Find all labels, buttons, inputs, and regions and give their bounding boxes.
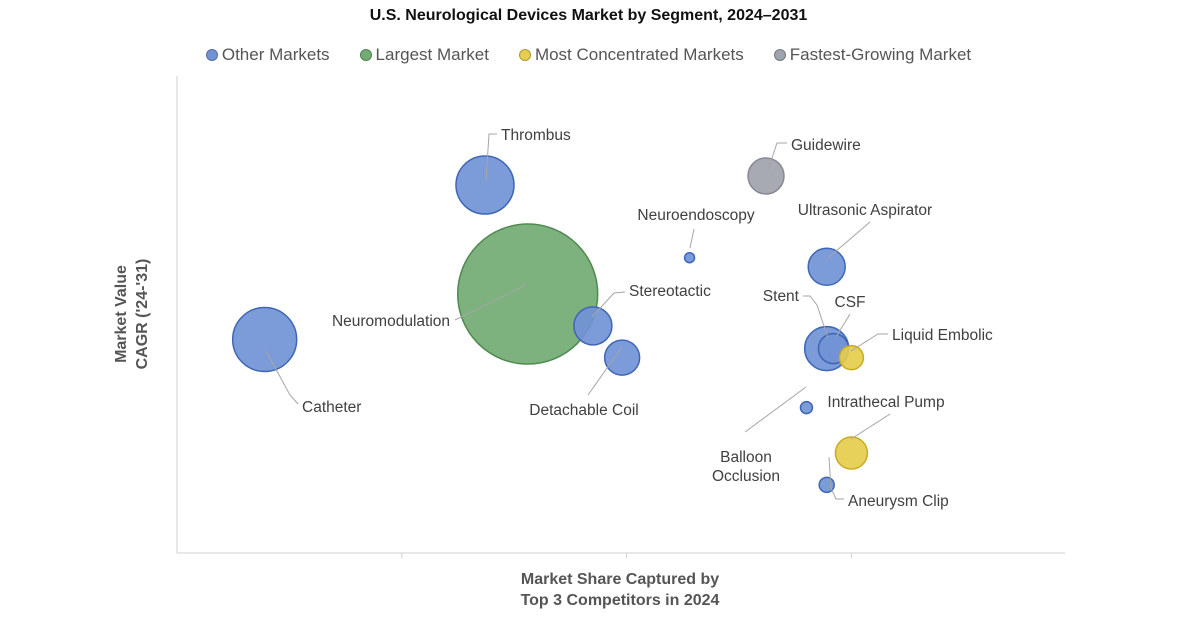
- data-label-neuromodulation: Neuromodulation: [332, 313, 450, 330]
- legend-item-most-concentrated-markets[interactable]: Most Concentrated Markets: [518, 45, 744, 65]
- data-label-catheter: Catheter: [302, 399, 361, 416]
- callout-line-thrombus: [485, 133, 497, 182]
- y-axis-label-line-1: Market Value: [113, 265, 130, 363]
- legend-item-fastest-growing-market[interactable]: Fastest-Growing Market: [773, 45, 972, 65]
- bubble-neuroendoscopy[interactable]: [683, 251, 696, 264]
- bubble-thrombus[interactable]: [455, 155, 515, 215]
- legend-item-other-markets[interactable]: Other Markets: [205, 45, 330, 65]
- chart-axes: [176, 76, 1065, 558]
- data-label-stent: Stent: [763, 288, 800, 305]
- legend-label-fastest-growing-market: Fastest-Growing Market: [789, 45, 972, 64]
- legend: Other Markets Largest Market Most Concen…: [0, 45, 1177, 65]
- callout-line-intrathecal-pump: [850, 413, 891, 440]
- bubble-ultrasonic-aspirator[interactable]: [807, 247, 846, 287]
- callout-line-catheter: [265, 350, 299, 405]
- data-label-csf: CSF: [835, 294, 866, 311]
- callout-line-neuroendoscopy: [689, 228, 695, 249]
- y-axis-label: Market Value CAGR ('24-'31): [111, 259, 153, 370]
- legend-swatch-most-concentrated-markets: [518, 49, 531, 61]
- bubble-balloon-occlusion[interactable]: [799, 400, 814, 415]
- bubble-layer: [231, 155, 869, 494]
- callout-line-guidewire: [767, 142, 787, 171]
- callout-layer: Catheter Neuromodulation Thrombus Stereotac…: [265, 127, 993, 510]
- bubble-stereotactic[interactable]: [573, 306, 613, 346]
- x-axis-label-line-2: Top 3 Competitors in 2024: [520, 592, 720, 609]
- chart-title: U.S. Neurological Devices Market by Segm…: [369, 7, 808, 24]
- callout-line-neuromodulation: [454, 284, 527, 321]
- callout-line-stent: [803, 295, 829, 339]
- data-label-thrombus: Thrombus: [501, 127, 571, 144]
- bubble-intrathecal-pump[interactable]: [834, 436, 869, 470]
- x-axis-label-line-1: Market Share Captured by: [520, 571, 720, 588]
- data-label-neuroendoscopy: Neuroendoscopy: [637, 207, 754, 224]
- data-label-intrathecal-pump: Intrathecal Pump: [827, 394, 944, 411]
- legend-label-largest-market: Largest Market: [375, 45, 489, 64]
- callout-line-balloon-occlusion: [744, 386, 807, 433]
- data-label-stereotactic: Stereotactic: [629, 283, 711, 300]
- callout-line-aneurysm-clip: [828, 456, 844, 500]
- bubble-neuromodulation[interactable]: [456, 223, 599, 365]
- data-label-detachable-coil: Detachable Coil: [529, 402, 638, 419]
- data-label-aneurysm-clip: Aneurysm Clip: [848, 493, 949, 510]
- bubble-catheter[interactable]: [231, 306, 298, 373]
- data-label-ultrasonic-aspirator: Ultrasonic Aspirator: [798, 202, 932, 219]
- x-axis-label: Market Share Captured by Top 3 Competito…: [0, 569, 1177, 611]
- bubble-liquid-embolic[interactable]: [838, 344, 865, 371]
- callout-line-csf: [835, 313, 851, 338]
- bubble-detachable-coil[interactable]: [603, 339, 641, 376]
- legend-item-largest-market[interactable]: Largest Market: [359, 45, 489, 65]
- y-axis-label-line-2: CAGR ('24-'31): [134, 258, 151, 370]
- legend-swatch-largest-market: [359, 49, 372, 61]
- legend-label-most-concentrated-markets: Most Concentrated Markets: [534, 45, 744, 64]
- data-label-balloon-occlusion: Balloon Occlusion: [712, 449, 780, 485]
- callout-line-detachable-coil: [587, 346, 623, 396]
- callout-line-ultrasonic-aspirator: [827, 221, 871, 259]
- bubble-guidewire[interactable]: [747, 157, 785, 195]
- callout-line-stereotactic: [591, 291, 626, 318]
- data-label-guidewire: Guidewire: [791, 137, 861, 154]
- legend-swatch-other-markets: [205, 49, 218, 61]
- callout-line-liquid-embolic: [850, 333, 888, 352]
- legend-swatch-fastest-growing-market: [773, 49, 786, 61]
- legend-label-other-markets: Other Markets: [221, 45, 330, 64]
- data-label-liquid-embolic: Liquid Embolic: [892, 327, 993, 344]
